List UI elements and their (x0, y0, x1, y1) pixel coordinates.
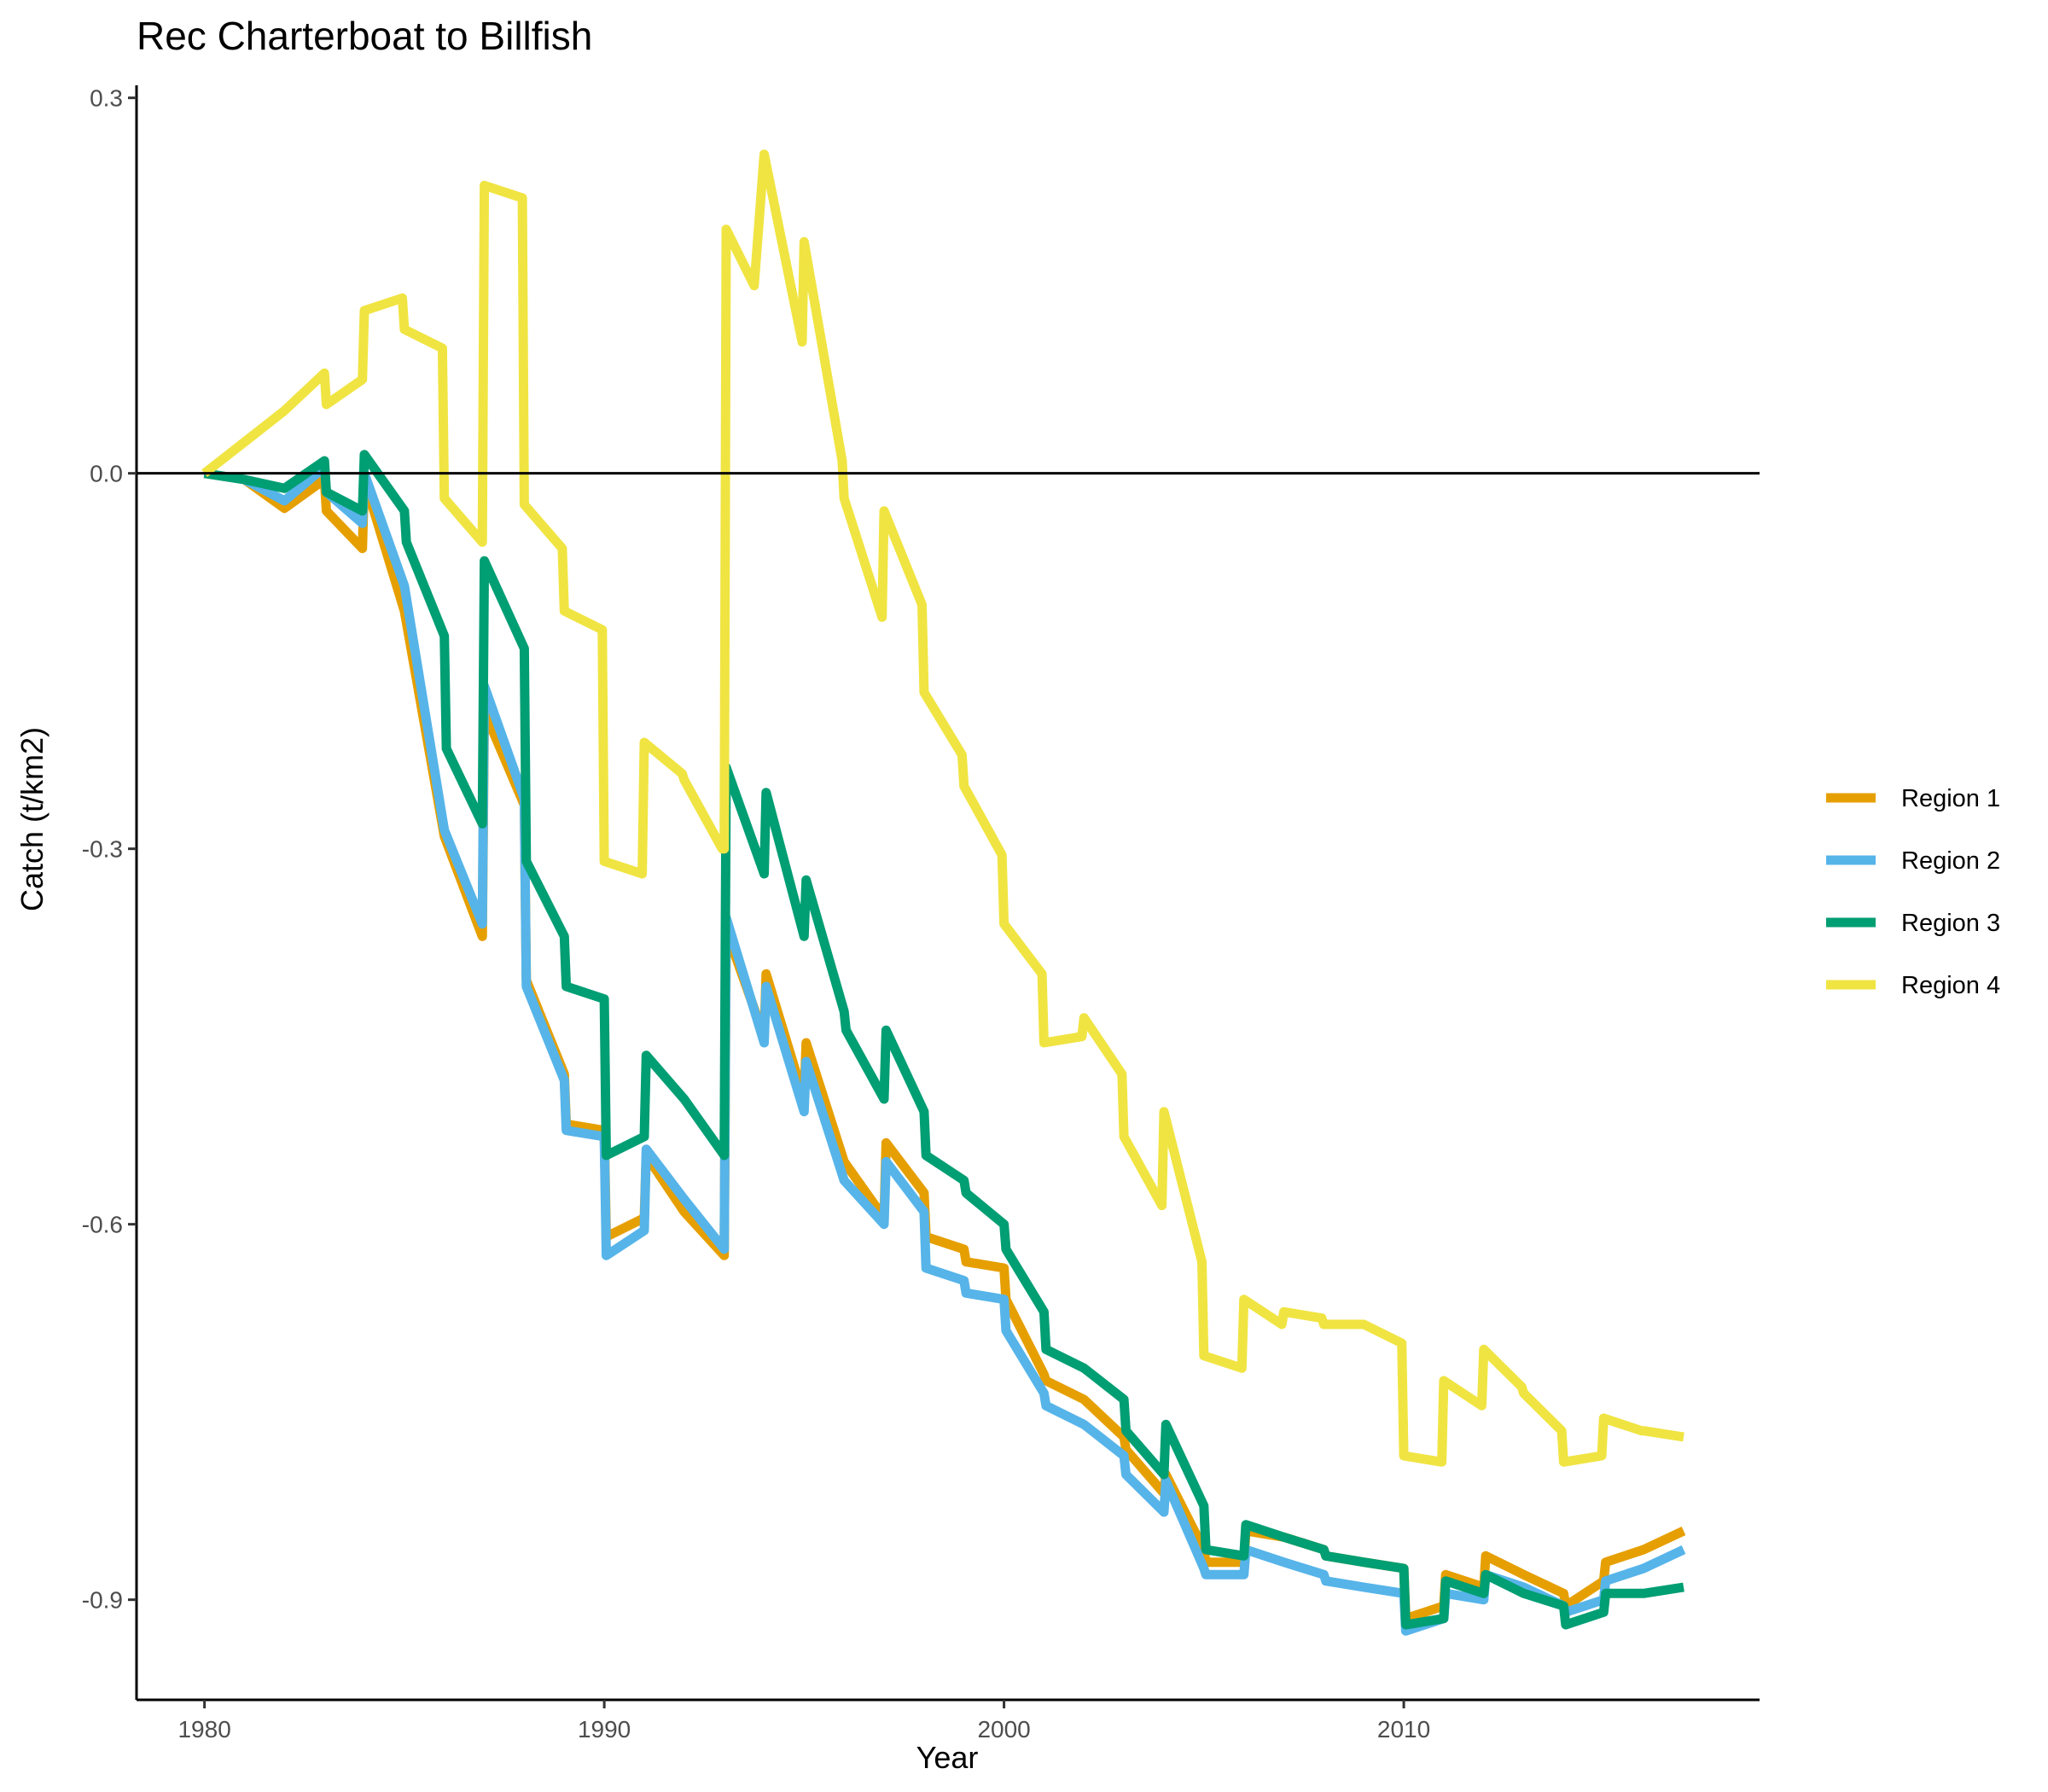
y-tick-label: 0.3 (90, 85, 123, 112)
x-tick-label: 2010 (1377, 1716, 1430, 1743)
legend-label: Region 2 (1901, 847, 2000, 875)
y-tick-label: -0.9 (82, 1587, 123, 1614)
x-axis-ticks: 1980 1990 2000 2010 (177, 1700, 1430, 1743)
y-tick-label: -0.3 (82, 836, 123, 863)
x-axis-label: Year (916, 1740, 979, 1775)
x-tick-label: 1990 (578, 1716, 631, 1743)
y-tick-label: 0.0 (90, 461, 123, 487)
series-layer (201, 149, 1686, 1636)
legend-item: Region 1 (1826, 785, 2000, 812)
y-axis-label: Catch (t/km2) (15, 727, 49, 911)
y-tick-label: -0.6 (82, 1212, 123, 1238)
y-axis-ticks: 0.3 0.0 -0.3 -0.6 -0.9 (82, 85, 137, 1614)
x-tick-label: 2000 (977, 1716, 1030, 1743)
legend-label: Region 4 (1901, 972, 2000, 999)
legend-item: Region 4 (1826, 972, 2000, 999)
series-line-region-1 (203, 468, 1686, 1624)
plot-area: 0.3 0.0 -0.3 -0.6 -0.9 1980 1990 2000 2010 (82, 85, 1760, 1743)
series-line-region-4 (201, 149, 1684, 1467)
legend-label: Region 1 (1901, 785, 2000, 812)
legend-item: Region 3 (1826, 910, 2000, 937)
legend-item: Region 2 (1826, 847, 2000, 875)
chart-title: Rec Charterboat to Billfish (137, 14, 592, 58)
legend: Region 1 Region 2 Region 3 Region 4 (1826, 785, 2000, 999)
series-line-region-3 (203, 450, 1684, 1630)
x-tick-label: 1980 (177, 1716, 230, 1743)
legend-label: Region 3 (1901, 910, 2000, 937)
